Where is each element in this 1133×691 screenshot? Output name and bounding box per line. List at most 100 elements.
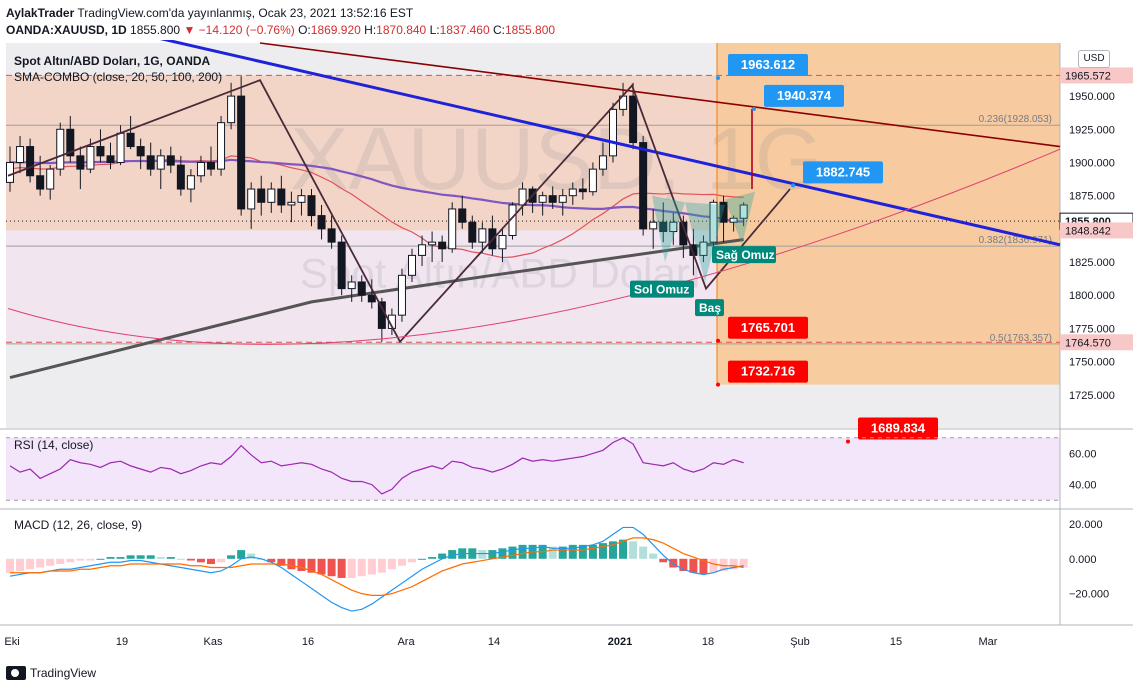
callout-text: 1963.612: [741, 57, 795, 72]
macd-histogram-bar: [598, 543, 607, 559]
right-shoulder-shape: [725, 191, 755, 245]
candle: [538, 195, 547, 203]
macd-histogram-bar: [488, 550, 497, 559]
macd-histogram-bar: [126, 555, 135, 559]
pattern-label-bg: [695, 299, 724, 317]
watermark-symbol: XAUUSD, 1G: [290, 109, 823, 208]
candle: [217, 122, 226, 170]
head-shape: [685, 202, 725, 282]
down-arrow-icon: ▼: [183, 23, 196, 37]
macd-histogram-bar: [46, 558, 55, 566]
indicator-legend[interactable]: SMA-COMBO (close, 20, 50, 100, 200): [14, 70, 223, 84]
macd-histogram-bar: [287, 558, 296, 570]
candle: [669, 221, 678, 233]
macd-histogram-bar: [609, 541, 617, 559]
x-tick-label: 18: [702, 636, 714, 648]
candle: [46, 168, 55, 190]
author-name[interactable]: AylakTrader: [6, 6, 75, 20]
candle: [729, 217, 738, 223]
price-tick-label: 1925.000: [1069, 124, 1115, 136]
candle: [66, 128, 75, 157]
candle: [106, 155, 115, 163]
candle: [156, 155, 165, 170]
candle: [116, 132, 125, 163]
candle: [588, 168, 597, 193]
macd-histogram-bar: [739, 558, 748, 568]
chart-header: AylakTrader TradingView.com'da yayınlanm…: [0, 0, 1133, 40]
candle: [76, 155, 85, 170]
currency-button[interactable]: USD: [1078, 50, 1110, 68]
macd-histogram-bar: [277, 558, 286, 566]
macd-histogram-bar: [719, 558, 728, 571]
candle: [418, 244, 427, 256]
x-tick-label: Ara: [397, 636, 415, 648]
pattern-label: Baş: [699, 301, 721, 315]
price-label: 1848.842: [1065, 225, 1111, 237]
x-tick-label: Eki: [4, 636, 19, 648]
candle: [739, 204, 748, 219]
candle: [709, 201, 718, 243]
x-tick-label: Kas: [204, 636, 223, 648]
candle: [36, 175, 45, 190]
macd-histogram-bar: [347, 558, 356, 578]
candle: [719, 201, 728, 223]
macd-histogram-bar: [649, 553, 658, 559]
x-tick-label: Şub: [790, 636, 810, 648]
x-tick-label: 2021: [608, 636, 632, 648]
candle: [458, 208, 467, 223]
price-tick-label: 1900.000: [1069, 157, 1115, 169]
close-label: C:: [493, 23, 505, 37]
macd-histogram-bar: [6, 558, 14, 573]
price-tick-label: 1875.000: [1069, 191, 1115, 203]
candle: [126, 132, 135, 148]
tradingview-logo[interactable]: TradingView: [6, 666, 96, 680]
callout-box: [858, 417, 938, 440]
macd-histogram-bar: [106, 557, 115, 559]
callout-box: [728, 316, 808, 339]
open-label: O:: [298, 23, 311, 37]
price-tick-label: 1950.000: [1069, 91, 1115, 103]
candle: [186, 175, 195, 190]
candle: [207, 161, 215, 170]
left-shoulder-shape: [652, 195, 685, 263]
blue-trendline: [159, 40, 1061, 247]
candle: [478, 228, 487, 243]
macd-histogram-bar: [428, 557, 437, 559]
macd-histogram-bar: [297, 558, 306, 571]
macd-histogram-bar: [377, 558, 386, 573]
rsi-legend[interactable]: RSI (14, close): [14, 438, 94, 452]
rsi-band: [6, 437, 1060, 501]
macd-histogram-bar: [588, 544, 597, 559]
candle: [176, 164, 185, 190]
macd-histogram-bar: [397, 558, 406, 566]
open-value: 1869.920: [310, 23, 361, 37]
publish-line: AylakTrader TradingView.com'da yayınlanm…: [6, 6, 413, 20]
candle: [347, 281, 356, 290]
macd-histogram-bar: [699, 558, 708, 575]
macd-histogram-bar: [176, 558, 185, 560]
callout-anchor: [752, 106, 756, 111]
last-price: 1855.800: [130, 23, 181, 37]
x-tick-label: 19: [116, 636, 128, 648]
brand-name: TradingView: [30, 666, 97, 680]
macd-histogram-bar: [196, 558, 205, 563]
pattern-label: Sağ Omuz: [716, 248, 775, 262]
candle: [227, 95, 236, 124]
price-tick-label: 1775.000: [1069, 323, 1115, 335]
macd-histogram-bar: [478, 550, 487, 559]
candle: [659, 221, 668, 233]
candle: [357, 281, 366, 296]
candle: [629, 95, 638, 144]
candle: [609, 108, 617, 157]
callout-anchor: [791, 183, 795, 188]
macd-legend[interactable]: MACD (12, 26, close, 9): [14, 518, 143, 532]
candle: [498, 235, 507, 250]
candle: [518, 188, 527, 206]
candle: [448, 208, 457, 250]
callout-box: [728, 360, 808, 383]
x-tick-label: 15: [890, 636, 902, 648]
candle: [397, 274, 406, 316]
macd-histogram-bar: [387, 558, 396, 570]
rsi-tick-label: 40.00: [1069, 480, 1097, 492]
